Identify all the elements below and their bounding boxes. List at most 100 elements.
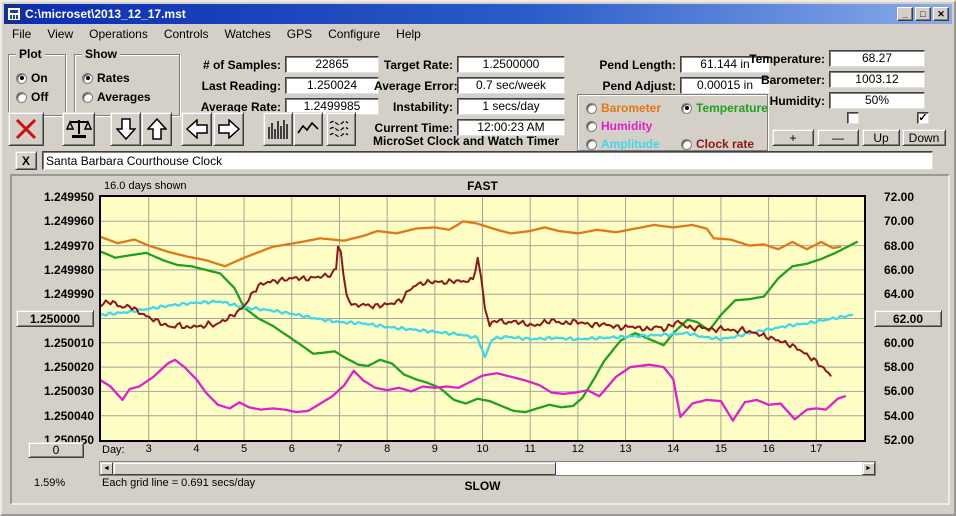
- day-tick-15: 15: [714, 443, 728, 455]
- menu-item-watches[interactable]: Watches: [224, 27, 271, 41]
- menu-item-controls[interactable]: Controls: [163, 27, 209, 41]
- left-axis-tick: 1.250030: [43, 384, 94, 399]
- radio-label: Rates: [97, 71, 130, 85]
- radio-label: Amplitude: [601, 137, 660, 151]
- scrollbar-left-arrow-icon[interactable]: ◄: [100, 462, 113, 475]
- shift-down-button[interactable]: [110, 112, 141, 146]
- scroll-right-button[interactable]: [213, 112, 244, 146]
- left-axis-tick: 1.250020: [43, 360, 94, 375]
- field-value-currenttime[interactable]: 12:00:23 AM: [457, 119, 565, 136]
- app-icon: [7, 7, 21, 21]
- field-label: Target Rate:: [383, 57, 453, 72]
- field-value-averageerror[interactable]: 0.7 sec/week: [457, 77, 565, 94]
- field-row: Last Reading: 1.250024: [182, 77, 379, 94]
- fast-label: FAST: [467, 179, 498, 193]
- field-row: Pend Adjust: 0.00015 in: [594, 77, 770, 94]
- close-button[interactable]: ✕: [933, 7, 949, 21]
- zero-button[interactable]: 0: [28, 442, 84, 458]
- field-value-pendadjust[interactable]: 0.00015 in: [680, 77, 770, 94]
- show-radio-rates[interactable]: Rates: [82, 71, 130, 85]
- sensor-radio-barometer[interactable]: Barometer: [586, 101, 661, 115]
- chart-panel: 16.0 days shown FAST 1.249950 1.249960 1.2…: [10, 174, 950, 505]
- day-tick-4: 4: [193, 443, 200, 455]
- day-tick-8: 8: [384, 443, 391, 455]
- shift-up-button[interactable]: [141, 112, 172, 146]
- show-radio-averages[interactable]: Averages: [82, 90, 151, 104]
- radio-icon: [82, 91, 93, 103]
- series-barometer: [99, 220, 842, 268]
- field-value-barometer[interactable]: 1003.12: [829, 71, 925, 88]
- delete-button[interactable]: [8, 112, 44, 146]
- plot-radio-off[interactable]: Off: [16, 90, 48, 104]
- sensor-display-checkbox-2[interactable]: ✓: [917, 112, 929, 124]
- app-caption: MicroSet Clock and Watch Timer: [373, 134, 560, 148]
- sensor-radio-amplitude[interactable]: Amplitude: [586, 137, 660, 151]
- scrollbar-thumb[interactable]: [113, 462, 556, 475]
- series-amplitude: [99, 299, 854, 359]
- menu-item-configure[interactable]: Configure: [328, 27, 381, 41]
- wavy-lines-icon: [329, 120, 349, 138]
- radio-icon: [16, 91, 27, 103]
- day-tick-7: 7: [336, 443, 343, 455]
- radio-icon: [681, 138, 692, 150]
- sensor-radio-humidity[interactable]: Humidity: [586, 119, 652, 133]
- radio-icon: [586, 102, 597, 114]
- field-label: Pend Length:: [599, 57, 676, 72]
- left-axis-tick: 1.249960: [43, 214, 94, 229]
- right-axis-tick: 64.00: [884, 287, 915, 302]
- sensor-radio-temperature[interactable]: Temperature: [681, 101, 768, 115]
- left-axis-tick: 1.250040: [43, 408, 94, 423]
- scroll-left-button[interactable]: [181, 112, 212, 146]
- day-tick-9: 9: [431, 443, 438, 455]
- series-humidity: [99, 358, 847, 422]
- left-axis-tick: 1.249970: [43, 238, 94, 253]
- sensor-radio-clock-rate[interactable]: Clock rate: [681, 137, 754, 151]
- field-value-humidity[interactable]: 50%: [829, 92, 925, 109]
- menu-item-file[interactable]: File: [12, 27, 32, 41]
- grid-note-label: Each grid line = 0.691 secs/day: [102, 477, 256, 489]
- clear-name-button[interactable]: X: [15, 151, 37, 170]
- balance-button[interactable]: [62, 112, 95, 146]
- field-label: Average Error:: [374, 78, 458, 93]
- radio-label: Averages: [97, 90, 151, 104]
- show-groupbox: Show Rates Averages: [74, 47, 180, 116]
- scale-minus-button[interactable]: —: [817, 129, 859, 146]
- scale-up-button[interactable]: Up: [862, 129, 900, 146]
- line-plot-view-button[interactable]: [293, 112, 323, 146]
- field-value-targetrate[interactable]: 1.2500000: [457, 56, 565, 73]
- chart-horizontal-scrollbar[interactable]: ◄ ►: [99, 461, 876, 476]
- field-value-instability[interactable]: 1 secs/day: [457, 98, 565, 115]
- field-value-lastreading[interactable]: 1.250024: [285, 77, 379, 94]
- radio-icon: [586, 138, 597, 150]
- histogram-view-button[interactable]: [263, 112, 293, 146]
- minimize-button[interactable]: _: [897, 7, 913, 21]
- arrow-left-icon: [185, 119, 208, 139]
- wavy-view-button[interactable]: [326, 112, 356, 146]
- menu-item-help[interactable]: Help: [396, 27, 421, 41]
- scrollbar-right-arrow-icon[interactable]: ►: [862, 462, 875, 475]
- title-bar[interactable]: C:\microset\2013_12_17.mst _ □ ✕: [4, 4, 952, 24]
- field-value-ofsamples[interactable]: 22865: [285, 56, 379, 73]
- field-value-pendlength[interactable]: 61.144 in: [680, 56, 770, 73]
- scale-plus-button[interactable]: +: [772, 129, 814, 146]
- right-axis-center-button[interactable]: 62.00: [874, 310, 942, 327]
- arrow-down-icon: [115, 118, 136, 141]
- plot-radio-on[interactable]: On: [16, 71, 48, 85]
- field-row: Average Rate: 1.2499985: [182, 98, 379, 115]
- field-row: Pend Length: 61.144 in: [594, 56, 770, 73]
- left-axis-center-button[interactable]: 1.250000: [16, 310, 94, 327]
- menu-item-operations[interactable]: Operations: [89, 27, 148, 41]
- sensor-display-checkbox-1[interactable]: [847, 112, 859, 124]
- clock-name-input[interactable]: [42, 151, 933, 170]
- menu-item-gps[interactable]: GPS: [286, 27, 313, 41]
- field-value-temperature[interactable]: 68.27: [829, 50, 925, 67]
- menu-item-view[interactable]: View: [47, 27, 74, 41]
- line-plot-icon: [297, 121, 319, 134]
- maximize-button[interactable]: □: [915, 7, 931, 21]
- right-axis-tick: 72.00: [884, 190, 915, 204]
- radio-icon: [82, 72, 93, 84]
- day-axis-label: Day:: [102, 444, 125, 456]
- percent-label: 1.59%: [34, 477, 66, 489]
- radio-label: Clock rate: [696, 137, 755, 151]
- scale-down-button[interactable]: Down: [902, 129, 946, 146]
